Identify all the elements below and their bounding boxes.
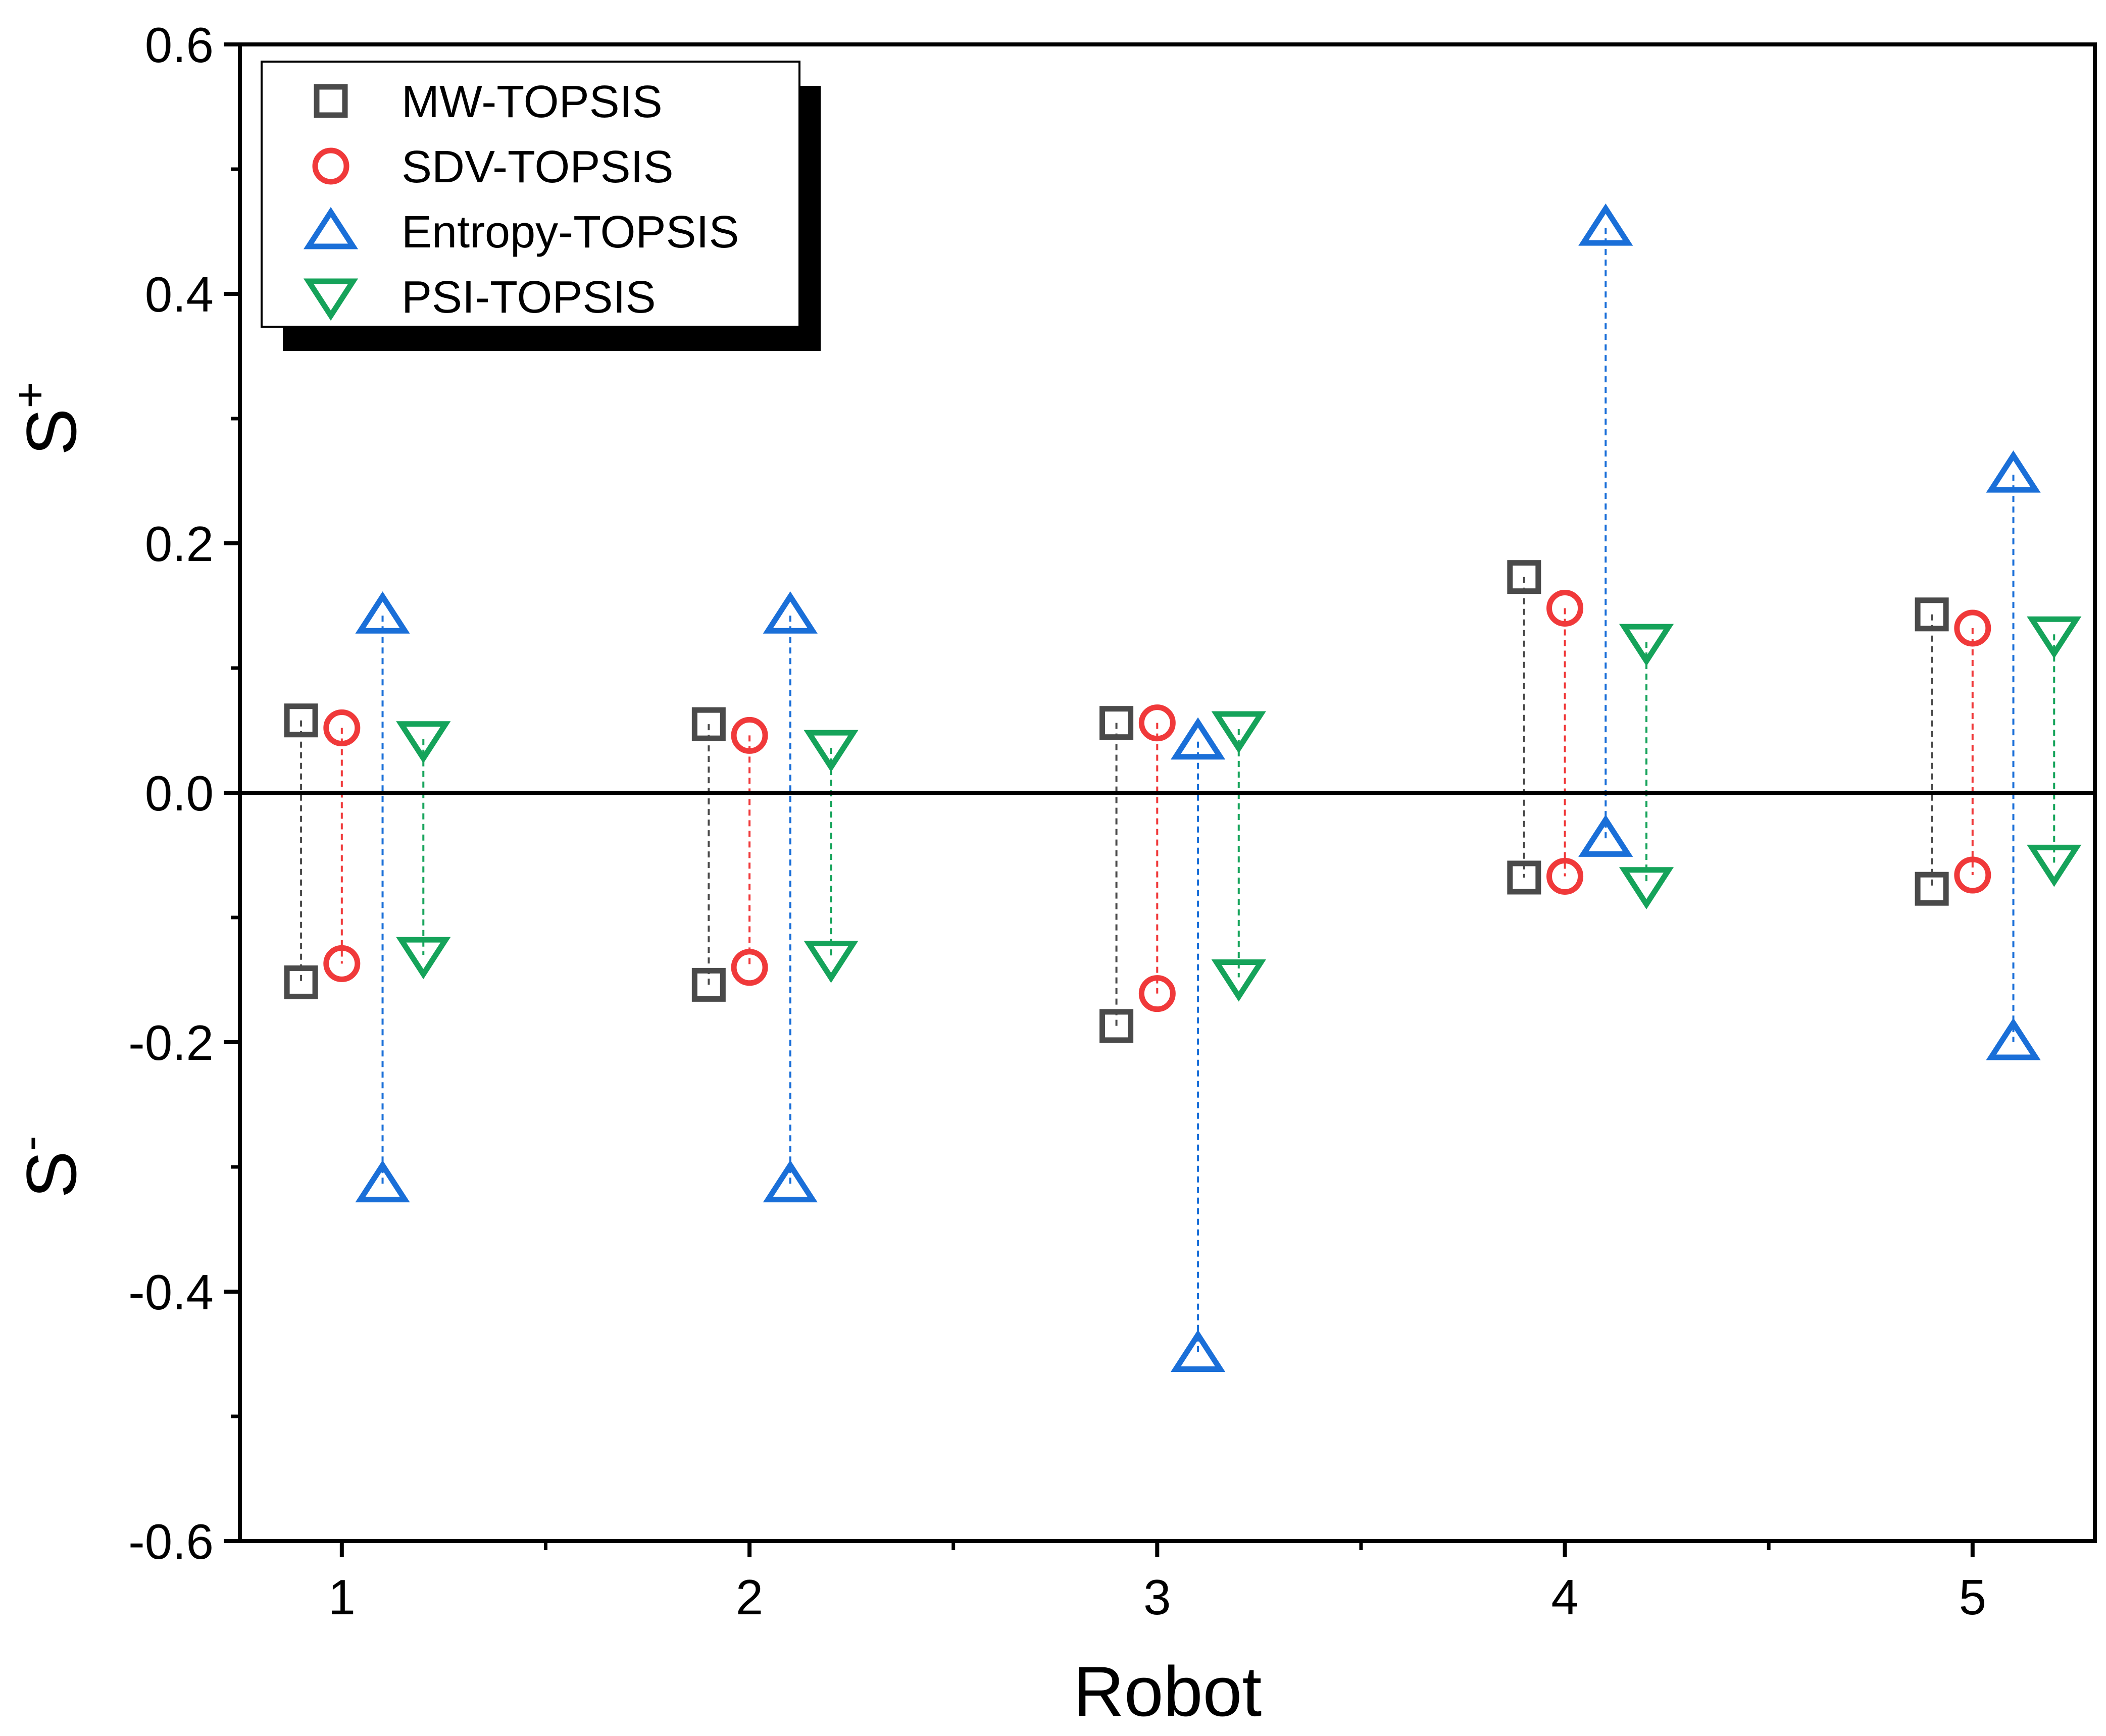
legend-label-mw-topsis: MW-TOPSIS [402, 77, 663, 127]
marker-entropy-topsis-sminus-robot-3 [1170, 1330, 1226, 1372]
marker-entropy-topsis-splus-robot-2 [763, 591, 818, 634]
marker-entropy-topsis-sminus-robot-1 [355, 1160, 410, 1203]
legend-marker-psi-topsis [303, 278, 359, 321]
marker-mw-topsis-sminus-robot-3 [1099, 1009, 1134, 1043]
x-tick-label-3: 4 [1551, 1569, 1579, 1625]
marker-mw-topsis-splus-robot-1 [284, 703, 318, 738]
marker-psi-topsis-sminus-robot-3 [1211, 959, 1266, 1002]
marker-mw-topsis-sminus-robot-1 [284, 965, 318, 999]
x-tick-label-0: 1 [328, 1569, 356, 1625]
marker-sdv-topsis-splus-robot-4 [1546, 589, 1584, 627]
marker-entropy-topsis-sminus-robot-4 [1578, 814, 1633, 857]
marker-psi-topsis-sminus-robot-4 [1619, 867, 1674, 909]
legend-label-sdv-topsis: SDV-TOPSIS [402, 142, 674, 192]
data-markers [284, 203, 2082, 1372]
x-tick-label-1: 2 [736, 1569, 764, 1625]
marker-mw-topsis-sminus-robot-2 [691, 967, 726, 1002]
marker-sdv-topsis-sminus-robot-4 [1546, 857, 1584, 895]
marker-psi-topsis-splus-robot-3 [1211, 711, 1266, 754]
marker-psi-topsis-splus-robot-4 [1619, 624, 1674, 667]
marker-sdv-topsis-sminus-robot-2 [731, 949, 768, 986]
marker-mw-topsis-splus-robot-4 [1507, 560, 1541, 594]
y-axis-title-bottom: S- [5, 1136, 91, 1198]
y-title-top-main: S [12, 409, 91, 455]
marker-sdv-topsis-splus-robot-3 [1138, 704, 1176, 742]
x-tick-label-4: 5 [1959, 1569, 1987, 1625]
y-axis: -0.6 -0.4 -0.2 0.0 0.2 0.4 0.6 [128, 17, 240, 1569]
marker-mw-topsis-sminus-robot-5 [1915, 872, 1949, 906]
marker-sdv-topsis-sminus-robot-1 [323, 945, 361, 982]
y-tick-label-2: -0.2 [128, 1015, 214, 1070]
marker-sdv-topsis-splus-robot-5 [1954, 609, 1991, 647]
marker-sdv-topsis-sminus-robot-3 [1138, 975, 1176, 1012]
y-title-bottom-main: S [12, 1151, 91, 1198]
y-axis-title-top-text: S+ [5, 382, 91, 455]
y-tick-label-4: 0.2 [145, 516, 214, 572]
y-tick-label-6: 0.6 [145, 17, 214, 73]
y-axis-title-bottom-text: S- [5, 1136, 91, 1198]
marker-sdv-topsis-sminus-robot-5 [1954, 856, 1991, 894]
marker-entropy-topsis-splus-robot-3 [1170, 717, 1226, 760]
marker-mw-topsis-splus-robot-3 [1099, 706, 1134, 740]
x-tick-label-2: 3 [1143, 1569, 1171, 1625]
y-title-bottom-sup: - [5, 1136, 56, 1151]
legend-marker-mw-topsis [314, 84, 348, 118]
legend-label-psi-topsis: PSI-TOPSIS [402, 272, 656, 323]
marker-mw-topsis-splus-robot-5 [1915, 597, 1949, 632]
marker-psi-topsis-sminus-robot-1 [396, 937, 451, 980]
legend-label-entropy-topsis: Entropy-TOPSIS [402, 207, 739, 258]
marker-sdv-topsis-splus-robot-2 [731, 717, 768, 754]
y-axis-title-top: S+ [5, 382, 91, 455]
marker-entropy-topsis-splus-robot-1 [355, 591, 410, 634]
marker-entropy-topsis-splus-robot-5 [1986, 450, 2041, 493]
y-tick-label-0: -0.6 [128, 1514, 214, 1569]
axis-titles: Robot S+ S- [5, 382, 1262, 1731]
marker-entropy-topsis-sminus-robot-5 [1986, 1017, 2041, 1060]
marker-psi-topsis-sminus-robot-2 [804, 941, 859, 983]
connector-lines [300, 228, 2055, 1354]
marker-psi-topsis-splus-robot-5 [2027, 616, 2082, 659]
y-tick-label-5: 0.4 [145, 267, 214, 322]
y-title-top-sup: + [5, 382, 56, 409]
marker-psi-topsis-splus-robot-1 [396, 721, 451, 763]
marker-entropy-topsis-sminus-robot-2 [763, 1160, 818, 1203]
legend-marker-sdv-topsis [312, 147, 349, 185]
marker-psi-topsis-splus-robot-2 [804, 730, 859, 773]
legend-marker-entropy-topsis [303, 207, 359, 249]
x-axis: 1 2 3 4 5 [328, 1541, 1987, 1625]
legend: MW-TOPSIS SDV-TOPSIS Entropy-TOPSIS PSI-TOP… [261, 61, 821, 351]
marker-entropy-topsis-splus-robot-4 [1578, 203, 1633, 246]
marker-mw-topsis-splus-robot-2 [691, 707, 726, 741]
marker-psi-topsis-sminus-robot-5 [2027, 844, 2082, 887]
y-tick-label-1: -0.4 [128, 1264, 214, 1320]
marker-sdv-topsis-splus-robot-1 [323, 709, 361, 747]
marker-mw-topsis-sminus-robot-4 [1507, 860, 1541, 895]
x-axis-title: Robot [1073, 1652, 1262, 1731]
y-tick-label-3: 0.0 [145, 765, 214, 821]
